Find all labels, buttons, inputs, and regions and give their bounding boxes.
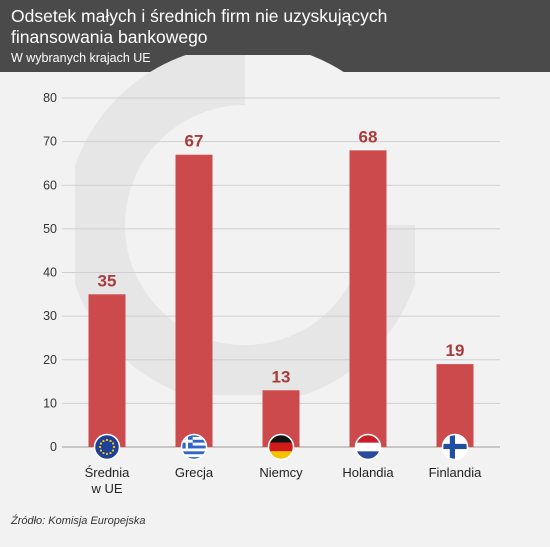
header-bar: Odsetek małych i średnich firm nie uzysk… — [0, 0, 550, 72]
data-label: 68 — [359, 127, 378, 146]
greece-flag-icon — [180, 433, 208, 461]
data-label: 67 — [185, 132, 204, 151]
data-label: 19 — [446, 341, 465, 360]
x-category-label: Finlandia — [429, 465, 483, 480]
germany-flag-icon — [267, 433, 295, 461]
source-note: Źródło: Komisja Europejska — [11, 515, 146, 527]
y-tick-label: 30 — [43, 309, 57, 323]
bar — [436, 364, 474, 447]
x-category-label: Grecja — [175, 465, 214, 480]
bar — [349, 150, 387, 447]
y-tick-label: 50 — [43, 222, 57, 236]
x-category-label: Holandia — [342, 465, 394, 480]
bar — [88, 294, 126, 447]
bar — [175, 154, 213, 447]
y-tick-label: 70 — [43, 135, 57, 149]
y-tick-label: 60 — [43, 178, 57, 192]
eu-flag-icon — [93, 433, 121, 461]
y-tick-label: 40 — [43, 266, 57, 280]
y-tick-label: 10 — [43, 396, 57, 410]
y-tick-label: 0 — [50, 440, 57, 454]
data-label: 35 — [98, 271, 117, 290]
x-category-label: Niemcy — [259, 465, 303, 480]
chart-title: Odsetek małych i średnich firm nie uzysk… — [11, 6, 388, 47]
netherlands-flag-icon — [354, 433, 382, 461]
x-category-label: Średnia — [85, 465, 131, 480]
chart-subtitle: W wybranych krajach UE — [11, 51, 151, 65]
y-tick-label: 80 — [43, 91, 57, 105]
y-tick-label: 20 — [43, 353, 57, 367]
data-label: 13 — [272, 367, 291, 386]
finland-flag-icon — [441, 433, 469, 461]
x-category-label: w UE — [90, 481, 122, 496]
